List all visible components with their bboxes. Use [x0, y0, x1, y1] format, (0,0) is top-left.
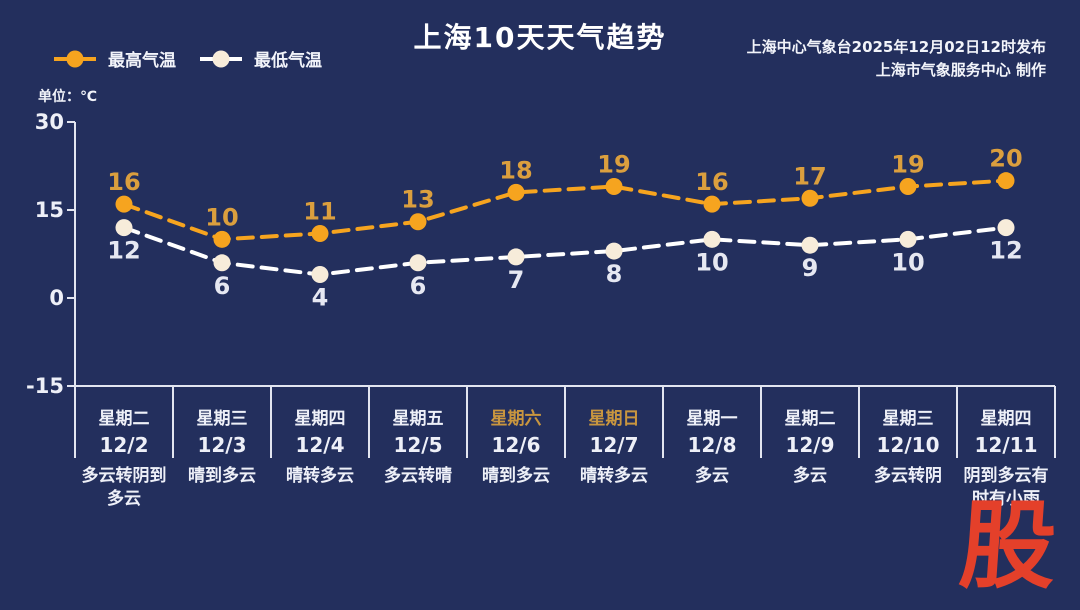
weekday-label: 星期一 [687, 409, 738, 429]
legend-label-min-temp: 最低气温 [254, 51, 322, 71]
max-temp-point [997, 172, 1015, 190]
min-temp-point [703, 230, 721, 248]
watermark-logo: 股 [956, 490, 1060, 602]
max-temp-value-label: 19 [597, 151, 630, 179]
min-temp-value-label: 8 [606, 260, 623, 288]
weather-condition-label: 多云转阴到 [82, 465, 167, 486]
max-temp-value-label: 16 [695, 168, 728, 196]
max-temp-value-label: 16 [107, 168, 140, 196]
max-temp-point [409, 213, 427, 231]
min-temp-point [899, 230, 917, 248]
date-label: 12/10 [877, 433, 940, 457]
weekday-label: 星期三 [883, 409, 934, 429]
weekday-label: 星期四 [295, 409, 346, 429]
y-tick-label: 15 [35, 198, 64, 222]
y-tick-label: 30 [35, 110, 64, 134]
release-line2: 上海市气象服务中心 制作 [875, 61, 1046, 80]
max-temp-point [507, 183, 525, 201]
min-temp-point [507, 248, 525, 266]
max-temp-point [115, 195, 133, 213]
weekday-label: 星期二 [785, 409, 836, 429]
min-temp-line-icon [200, 50, 242, 67]
weekday-label: 星期四 [981, 409, 1032, 429]
max-temp-point [311, 224, 329, 242]
weather-condition-label: 多云转阴 [874, 465, 942, 486]
min-temp-value-label: 9 [802, 254, 819, 282]
legend-label-max-temp: 最高气温 [108, 51, 176, 71]
max-temp-value-label: 11 [303, 197, 336, 225]
min-temp-point [409, 254, 427, 272]
unit-label: 单位：℃ [38, 89, 97, 105]
min-temp-value-label: 7 [508, 266, 525, 294]
weekday-label: 星期日 [589, 409, 640, 429]
legend: 最高气温 最低气温 [52, 46, 322, 71]
min-temp-value-label: 6 [410, 272, 427, 300]
min-temp-point [801, 236, 819, 254]
weather-condition-label: 时有小雨 [972, 488, 1040, 509]
max-temp-point [801, 189, 819, 207]
weekday-label: 星期五 [393, 409, 444, 429]
min-temp-point [213, 254, 231, 272]
release-info: 上海中心气象台2025年12月02日12时发布 上海市气象服务中心 制作 [747, 36, 1046, 83]
max-temp-value-label: 18 [499, 156, 532, 184]
min-temp-point [997, 219, 1015, 237]
weather-condition-label: 晴到多云 [188, 465, 256, 486]
max-temp-point [703, 195, 721, 213]
weather-condition-label: 多云 [107, 488, 141, 509]
weather-condition-label: 多云 [793, 465, 827, 486]
y-tick-label: -15 [26, 374, 64, 398]
weather-condition-label: 晴到多云 [482, 465, 550, 486]
min-temp-value-label: 10 [891, 248, 924, 276]
weather-condition-label: 多云 [695, 465, 729, 486]
max-temp-point [605, 178, 623, 196]
y-tick-label: 0 [49, 286, 64, 310]
min-temp-value-label: 10 [695, 248, 728, 276]
max-temp-value-label: 20 [989, 145, 1022, 173]
weather-condition-label: 晴转多云 [580, 465, 648, 486]
weather-condition-label: 阴到多云有 [964, 465, 1049, 486]
max-temp-value-label: 19 [891, 151, 924, 179]
weekday-label: 星期六 [491, 408, 542, 429]
date-label: 12/2 [99, 433, 148, 457]
date-label: 12/6 [491, 433, 540, 457]
min-temp-point [605, 242, 623, 260]
date-label: 12/3 [197, 433, 246, 457]
release-line1: 上海中心气象台2025年12月02日12时发布 [746, 38, 1046, 56]
min-temp-value-label: 12 [107, 237, 140, 265]
max-temp-value-label: 17 [793, 162, 826, 190]
min-temp-point [115, 219, 133, 237]
weather-condition-label: 多云转晴 [384, 465, 452, 486]
date-label: 12/4 [295, 433, 344, 457]
max-temp-line [122, 178, 1008, 242]
min-temp-value-label: 12 [989, 237, 1022, 265]
date-label: 12/5 [393, 433, 442, 457]
date-label: 12/8 [687, 433, 736, 457]
max-temp-value-label: 10 [205, 203, 238, 231]
weekday-label: 星期二 [99, 409, 150, 429]
date-label: 12/7 [589, 433, 638, 457]
min-temp-value-label: 6 [214, 272, 231, 300]
date-label: 12/9 [785, 433, 834, 457]
min-temp-value-label: 4 [312, 284, 329, 312]
date-label: 12/11 [975, 433, 1038, 457]
max-temp-point [213, 230, 231, 248]
legend-item-max-temp: 最高气温 [52, 46, 176, 71]
legend-item-min-temp: 最低气温 [198, 46, 322, 71]
weather-condition-label: 晴转多云 [286, 465, 354, 486]
min-temp-point [311, 266, 329, 284]
max-temp-line-icon [54, 50, 96, 67]
max-temp-point [899, 178, 917, 196]
chart-title: 上海10天天气趋势 [413, 21, 667, 54]
max-temp-value-label: 13 [401, 186, 434, 214]
min-temp-line [122, 225, 1008, 277]
weekday-label: 星期三 [197, 409, 248, 429]
